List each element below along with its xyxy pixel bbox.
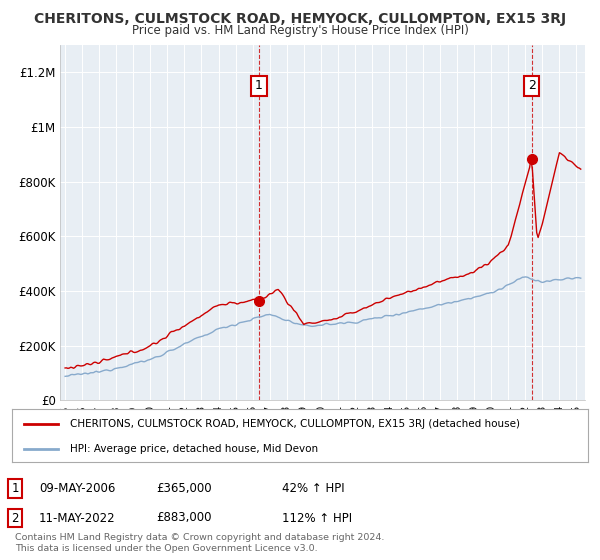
Text: 2: 2 xyxy=(528,80,536,92)
Text: Contains HM Land Registry data © Crown copyright and database right 2024.
This d: Contains HM Land Registry data © Crown c… xyxy=(15,533,385,553)
Text: 09-MAY-2006: 09-MAY-2006 xyxy=(39,482,115,495)
Text: 112% ↑ HPI: 112% ↑ HPI xyxy=(282,511,352,525)
Text: Price paid vs. HM Land Registry's House Price Index (HPI): Price paid vs. HM Land Registry's House … xyxy=(131,24,469,37)
Text: 11-MAY-2022: 11-MAY-2022 xyxy=(39,511,116,525)
Text: CHERITONS, CULMSTOCK ROAD, HEMYOCK, CULLOMPTON, EX15 3RJ (detached house): CHERITONS, CULMSTOCK ROAD, HEMYOCK, CULL… xyxy=(70,419,520,429)
Text: £365,000: £365,000 xyxy=(156,482,212,495)
Text: HPI: Average price, detached house, Mid Devon: HPI: Average price, detached house, Mid … xyxy=(70,444,318,454)
Text: 42% ↑ HPI: 42% ↑ HPI xyxy=(282,482,344,495)
Text: 1: 1 xyxy=(255,80,263,92)
Text: CHERITONS, CULMSTOCK ROAD, HEMYOCK, CULLOMPTON, EX15 3RJ: CHERITONS, CULMSTOCK ROAD, HEMYOCK, CULL… xyxy=(34,12,566,26)
Text: 2: 2 xyxy=(11,511,19,525)
Text: £883,000: £883,000 xyxy=(156,511,212,525)
Text: 1: 1 xyxy=(11,482,19,495)
